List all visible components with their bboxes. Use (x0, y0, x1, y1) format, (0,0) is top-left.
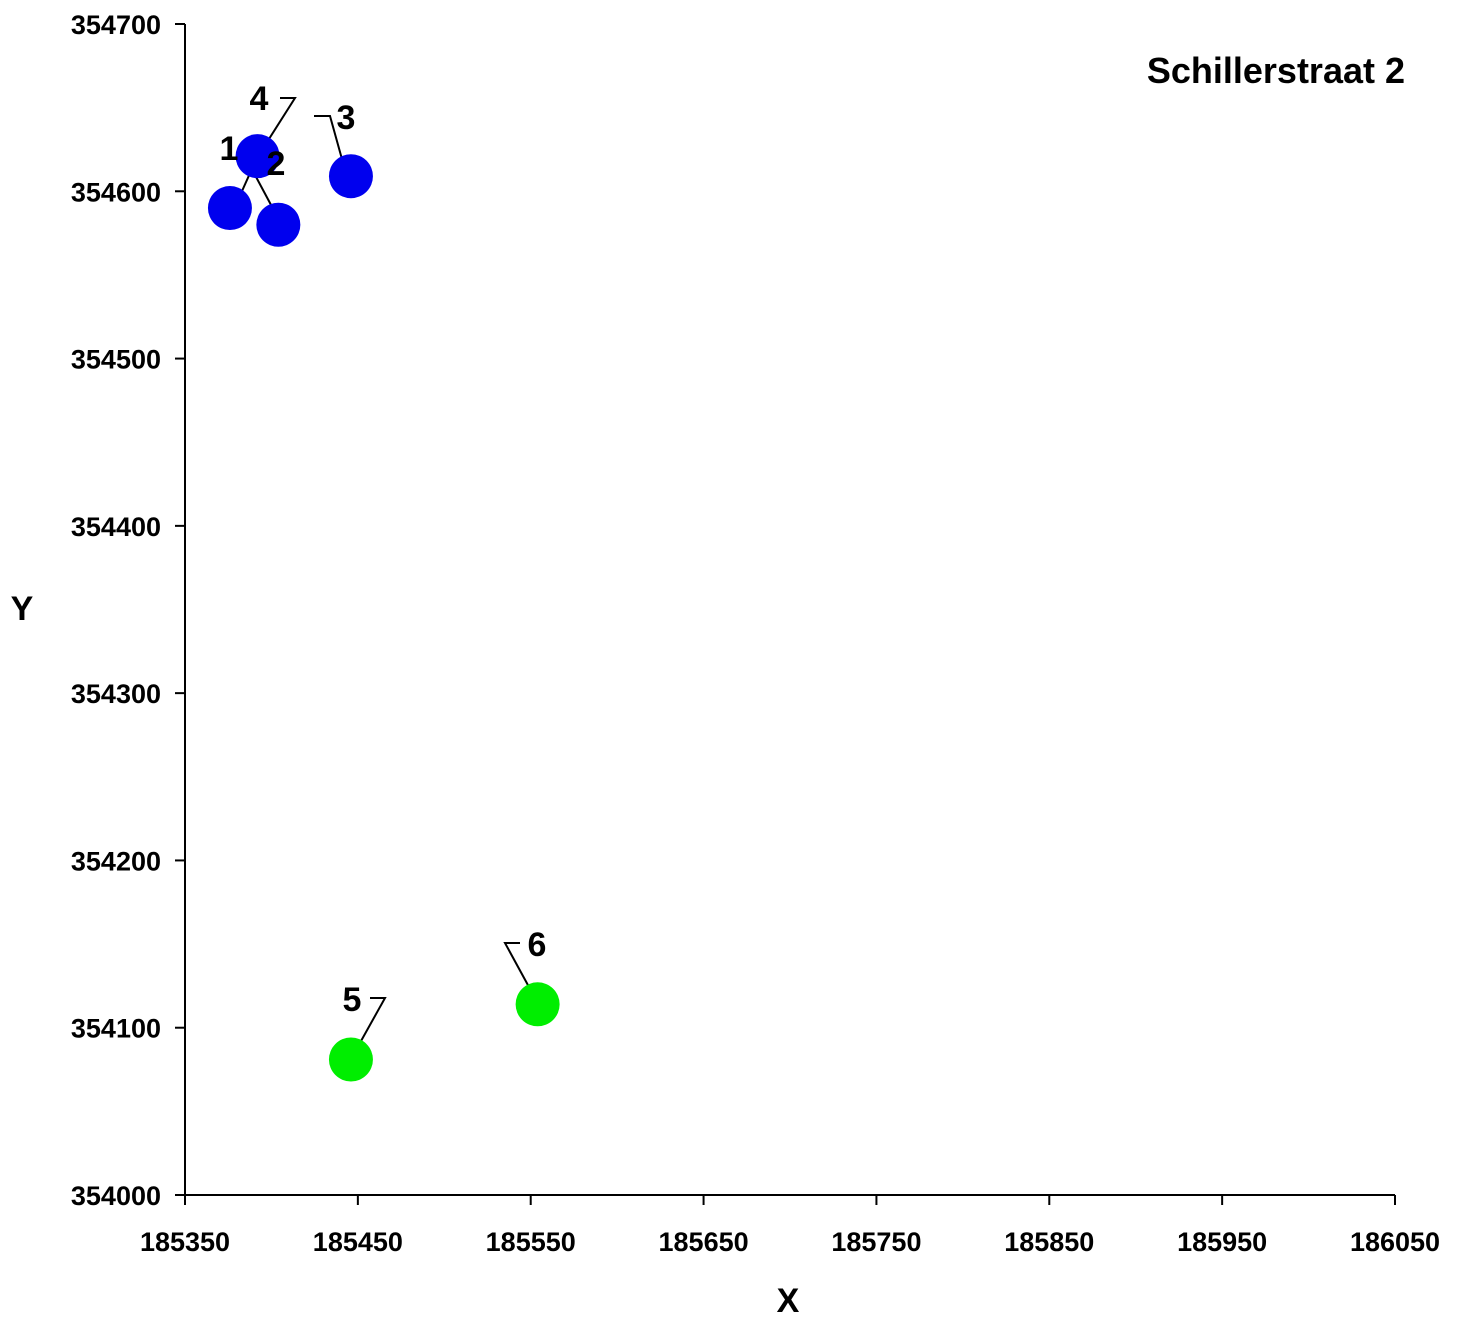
point-label-4: 4 (250, 80, 269, 118)
y-tick-label: 354300 (71, 679, 161, 709)
x-axis-title: X (777, 1282, 800, 1320)
x-tick-label: 186050 (1350, 1227, 1440, 1257)
y-tick-label: 354000 (71, 1181, 161, 1211)
data-point-1 (207, 186, 252, 231)
y-tick-label: 354700 (71, 10, 161, 40)
y-tick-label: 354600 (71, 177, 161, 207)
point-label-3: 3 (337, 99, 356, 137)
point-label-1: 1 (220, 130, 239, 168)
point-label-2: 2 (267, 145, 286, 183)
axes: 3540003541003542003543003544003545003546… (71, 10, 1440, 1257)
point-label-6: 6 (528, 926, 547, 964)
data-point-3 (328, 154, 373, 199)
x-tick-label: 185450 (313, 1227, 403, 1257)
leader-line-3 (314, 115, 346, 171)
x-tick-label: 185350 (140, 1227, 230, 1257)
y-tick-label: 354400 (71, 512, 161, 542)
chart-title: Schillerstraat 2 (1147, 50, 1405, 91)
x-tick-label: 185750 (831, 1227, 921, 1257)
leader-line-4 (261, 97, 297, 151)
leader-line-5 (355, 997, 387, 1051)
data-point-4 (235, 134, 280, 179)
x-tick-label: 185550 (486, 1227, 576, 1257)
y-axis-title: Y (11, 590, 34, 628)
point-labels: 1 2 3 4 5 6 (220, 80, 547, 1019)
y-tick-label: 354200 (71, 846, 161, 876)
data-point-2 (256, 202, 301, 247)
x-tick-label: 185650 (659, 1227, 749, 1257)
data-point-6 (515, 982, 560, 1027)
x-tick-label: 185850 (1004, 1227, 1094, 1257)
data-points (207, 134, 560, 1082)
data-point-5 (328, 1037, 373, 1082)
x-tick-label: 185950 (1177, 1227, 1267, 1257)
label-leader-lines (237, 97, 536, 1051)
y-tick-label: 354500 (71, 345, 161, 375)
y-tick-label: 354100 (71, 1014, 161, 1044)
point-label-5: 5 (343, 981, 362, 1019)
leader-line-6 (503, 942, 536, 999)
